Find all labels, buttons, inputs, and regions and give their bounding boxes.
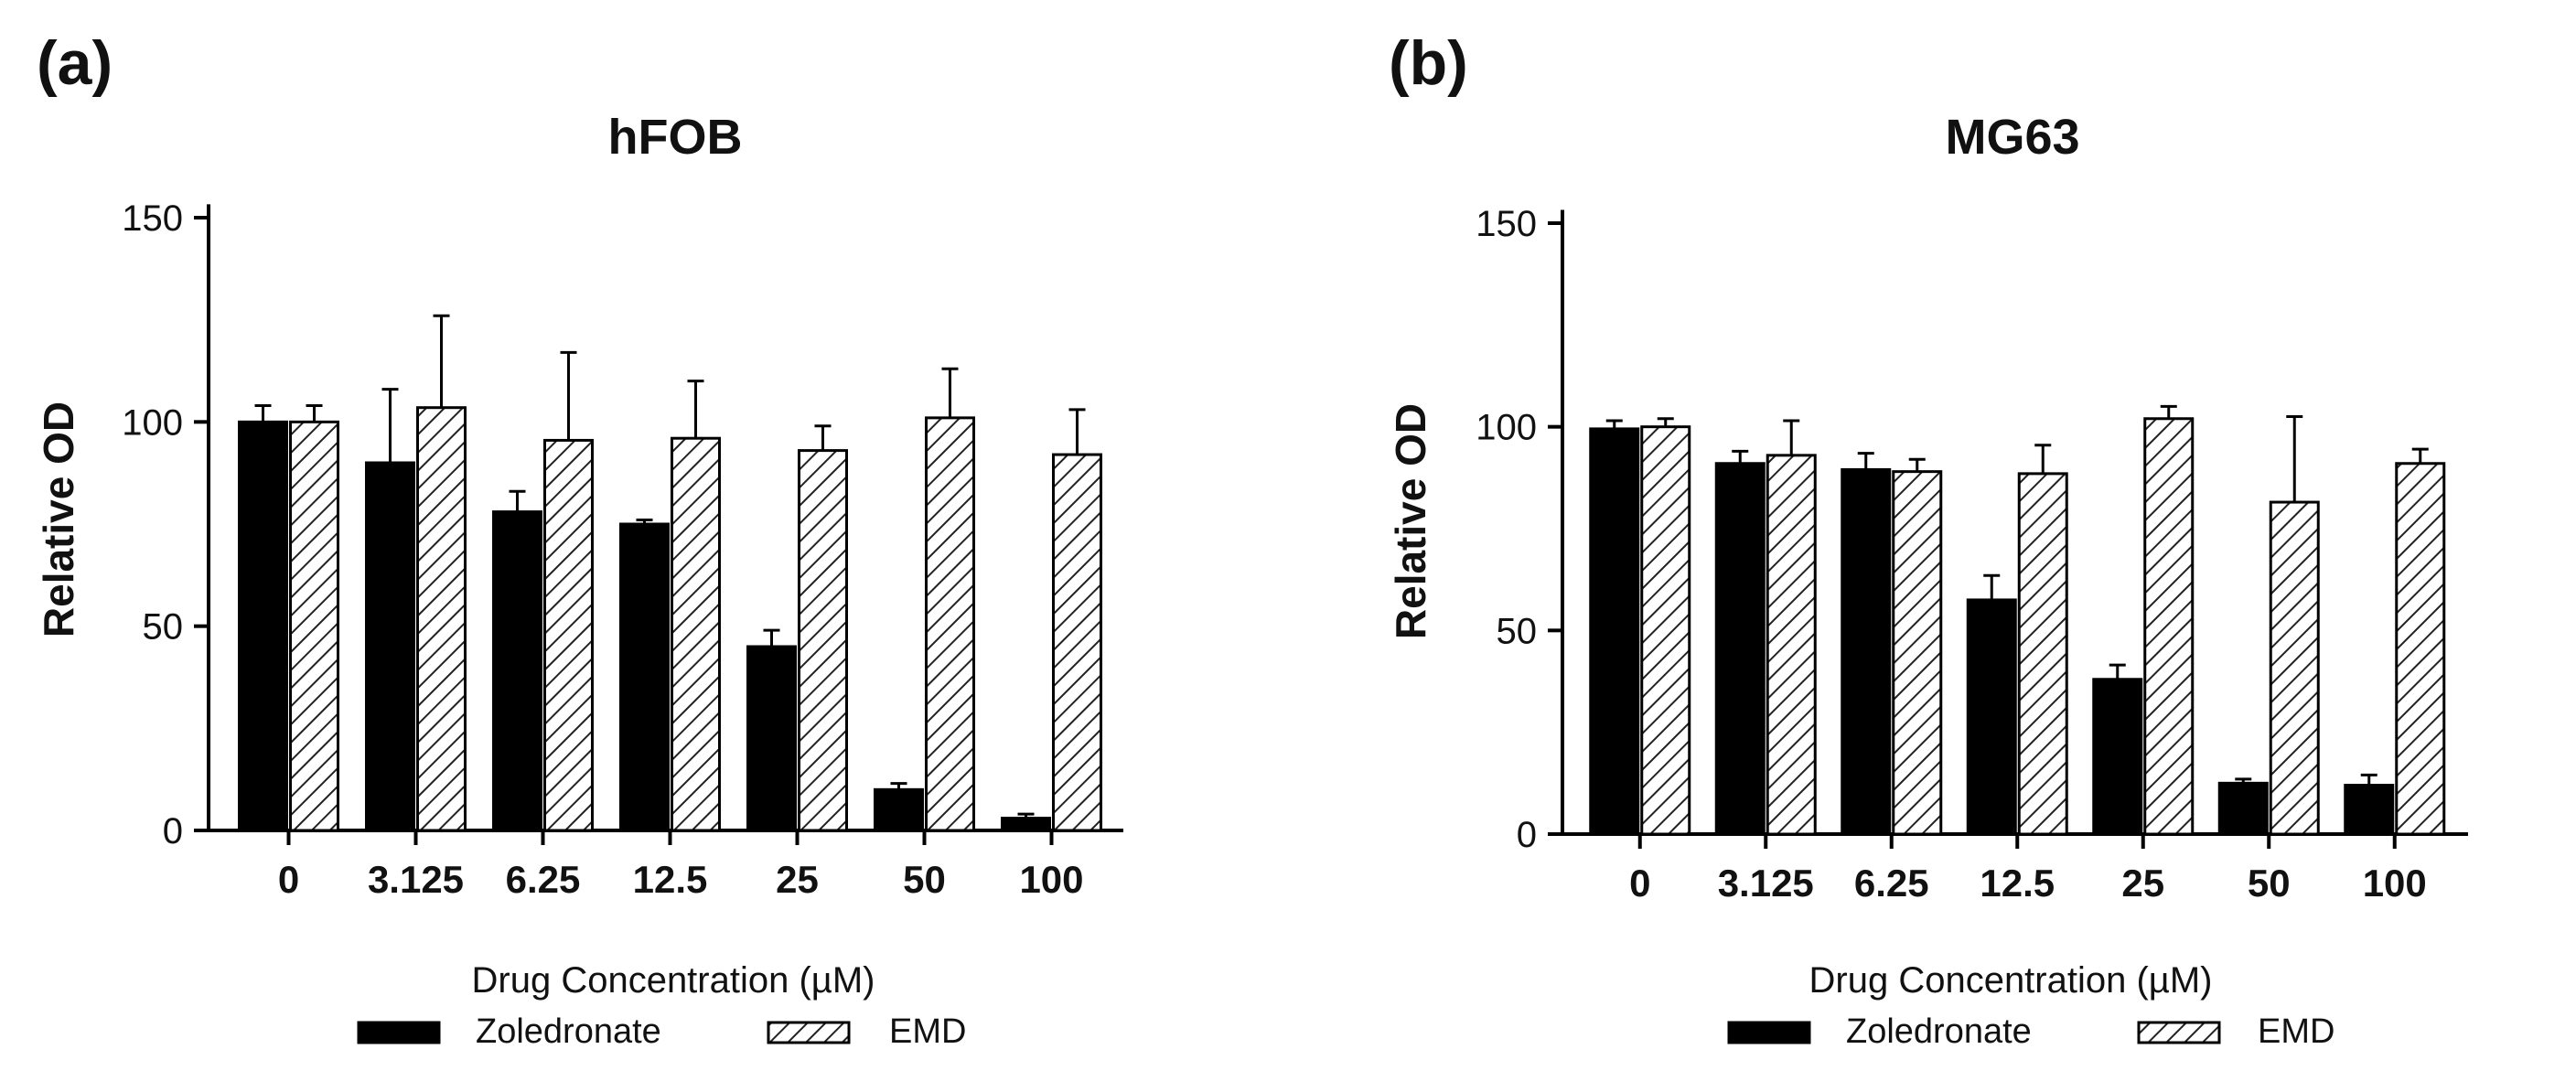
y-tick-label: 0: [1517, 815, 1537, 855]
bar-zoledronate-6: [1001, 817, 1051, 832]
legend-label-emd: EMD: [2258, 1012, 2334, 1051]
bar-zoledronate-3: [619, 522, 670, 832]
legend-label-zoledronate: Zoledronate: [1846, 1012, 2032, 1051]
y-tick-label: 50: [143, 607, 184, 648]
bar-emd-5: [925, 416, 975, 832]
bar-zoledronate-4: [746, 645, 797, 832]
y-tick-label: 100: [122, 402, 183, 443]
y-axis-label: Relative OD: [1387, 403, 1434, 639]
x-tick-label: 25: [776, 858, 819, 901]
y-axis-label: Relative OD: [35, 401, 82, 637]
chart-panel-b: (b) MG63 0 50 100 150 Relative OD 0 3.125 6.25 12.…: [1288, 0, 2576, 1092]
legend-label-emd: EMD: [889, 1012, 966, 1051]
x-tick-label: 100: [1019, 858, 1083, 901]
bar-emd-4: [798, 449, 848, 832]
x-tick-label: 100: [2363, 862, 2427, 905]
bar-zoledronate-1: [365, 461, 415, 832]
x-axis-label: Drug Concentration (µM): [1809, 960, 2213, 1001]
y-tick-label: 150: [1476, 204, 1537, 244]
bar-zoledronate-5: [2217, 781, 2269, 836]
bar-zoledronate-6: [2344, 784, 2395, 836]
x-tick-label: 6.25: [506, 858, 581, 901]
chart-hfob: (a) hFOB 0 50 100 150 Relative OD 0 3.125 6.25 12.…: [35, 28, 1123, 1051]
legend-swatch-zoledronate: [1727, 1021, 1811, 1044]
bar-emd-2: [1892, 470, 1943, 836]
y-tick-label: 50: [1497, 611, 1538, 651]
legend-label-zoledronate: Zoledronate: [476, 1012, 661, 1051]
bar-emd-3: [671, 436, 721, 832]
x-tick-label: 3.125: [368, 858, 464, 901]
y-tick-label: 0: [163, 811, 183, 851]
bar-zoledronate-0: [238, 420, 288, 832]
x-tick-label: 50: [903, 858, 946, 901]
x-tick-label: 12.5: [1980, 862, 2055, 905]
bar-emd-6: [1052, 453, 1102, 832]
x-tick-label: 3.125: [1718, 862, 1814, 905]
bar-emd-0: [1640, 425, 1691, 836]
x-tick-label: 12.5: [633, 858, 708, 901]
x-tick-label: 0: [278, 858, 299, 901]
x-tick-label: 50: [2248, 862, 2291, 905]
x-axis-label: Drug Concentration (µM): [472, 960, 875, 1001]
legend-swatch-emd: [767, 1021, 851, 1044]
x-tick-label: 0: [1629, 862, 1650, 905]
panel-label: (b): [1389, 28, 1468, 98]
legend-swatch-emd: [2137, 1021, 2221, 1044]
bar-emd-2: [543, 438, 594, 832]
bar-emd-4: [2143, 417, 2195, 836]
bar-zoledronate-2: [492, 510, 542, 832]
y-tick-label: 100: [1476, 408, 1537, 448]
chart-panel-a: (a) hFOB 0 50 100 150 Relative OD 0 3.125 6.25 12.…: [35, 28, 1123, 1051]
bar-emd-5: [2269, 500, 2320, 836]
bar-emd-1: [416, 406, 467, 832]
bar-zoledronate-1: [1714, 462, 1766, 836]
bar-zoledronate-4: [2092, 678, 2143, 836]
bar-zoledronate-5: [874, 787, 924, 832]
chart-title: MG63: [1945, 110, 2079, 165]
x-tick-label: 25: [2121, 862, 2164, 905]
bar-zoledronate-0: [1589, 427, 1640, 836]
bar-zoledronate-3: [1966, 598, 2017, 836]
bar-emd-0: [289, 420, 339, 832]
y-tick-label: 150: [122, 198, 183, 239]
legend-swatch-zoledronate: [357, 1021, 441, 1044]
bar-emd-1: [1766, 454, 1817, 836]
bar-zoledronate-2: [1841, 467, 1892, 836]
panel-label: (a): [37, 28, 113, 98]
bar-emd-3: [2017, 472, 2068, 836]
bar-emd-6: [2395, 462, 2446, 836]
chart-title: hFOB: [608, 110, 743, 165]
x-tick-label: 6.25: [1854, 862, 1929, 905]
chart-mg63: (b) MG63 0 50 100 150 Relative OD 0 3.125 6.25 12.…: [1387, 28, 2468, 1051]
